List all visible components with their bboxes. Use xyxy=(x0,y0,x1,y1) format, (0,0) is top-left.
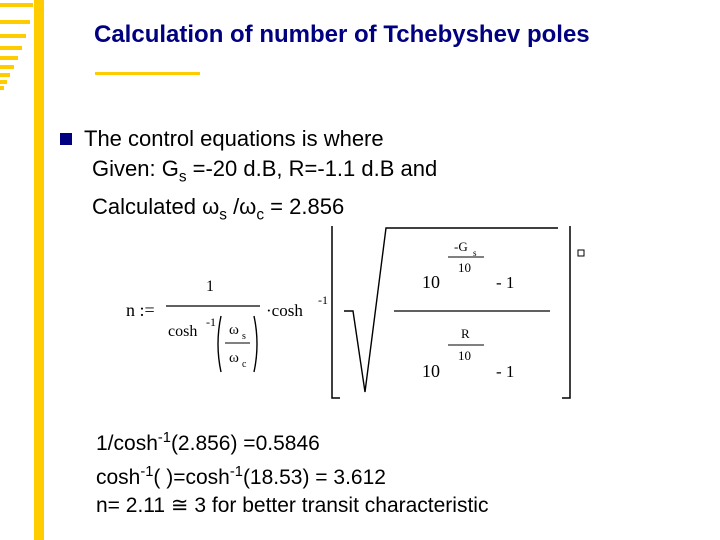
slide-root: Calculation of number of Tchebyshev pole… xyxy=(0,0,720,540)
formula-block: n := 1 cosh -1 ω s ω c ·cosh -1 xyxy=(126,226,596,400)
waterfall-step xyxy=(0,34,26,38)
f-minus1b: - 1 xyxy=(496,362,514,381)
text-fragment: Given: G xyxy=(92,156,179,181)
text-fragment: cosh xyxy=(96,466,140,489)
f-n: n := xyxy=(126,300,155,320)
slide-title: Calculation of number of Tchebyshev pole… xyxy=(94,20,674,50)
f-negG: -G xyxy=(454,239,468,254)
text-fragment: (2.856) =0.5846 xyxy=(171,432,320,455)
text-fragment: (18.53) = 3.612 xyxy=(243,466,386,489)
results-line-3: n= 2.11 ≅ 3 for better transit character… xyxy=(96,492,696,520)
f-wc: ω xyxy=(229,350,239,366)
waterfall-step xyxy=(0,65,14,69)
f-R: R xyxy=(461,326,470,341)
text-fragment: Calculated ω xyxy=(92,194,219,219)
waterfall-step xyxy=(0,86,4,90)
text-fragment: =-20 d.B, R=-1.1 d.B and xyxy=(187,156,438,181)
results-line-1: 1/cosh-1(2.856) =0.5846 xyxy=(96,424,696,458)
f-ten-a: 10 xyxy=(422,272,440,292)
f-dot-cosh-exp: -1 xyxy=(318,293,328,307)
text-sup: -1 xyxy=(140,464,153,480)
waterfall-step xyxy=(0,20,30,24)
results-block: 1/cosh-1(2.856) =0.5846 cosh-1( )=cosh-1… xyxy=(96,424,696,520)
waterfall-step xyxy=(0,80,7,84)
f-cosh-exp: -1 xyxy=(206,315,216,329)
f-dot-cosh: ·cosh xyxy=(266,301,303,320)
text-fragment: /ω xyxy=(227,194,256,219)
body-text: The control equations is where Given: Gs… xyxy=(84,124,684,231)
body-line-2: Given: Gs =-20 d.B, R=-1.1 d.B and xyxy=(84,154,684,192)
text-fragment: 1/cosh xyxy=(96,432,158,455)
accent-bar-inner xyxy=(40,0,44,540)
f-exp1-ten: 10 xyxy=(458,260,471,275)
waterfall-step xyxy=(0,46,22,50)
f-ws: ω xyxy=(229,322,239,338)
body-line-1: The control equations is where xyxy=(84,124,684,154)
text-sub: c xyxy=(256,207,264,224)
waterfall-step xyxy=(0,73,10,77)
waterfall-step xyxy=(0,56,18,60)
f-ten-c: 10 xyxy=(422,361,440,381)
f-exp2-ten: 10 xyxy=(458,348,471,363)
f-cosh: cosh xyxy=(168,323,197,340)
title-underline xyxy=(95,72,200,75)
text-sub: s xyxy=(179,168,187,185)
text-sup: -1 xyxy=(230,464,243,480)
text-fragment: ( )=cosh xyxy=(153,466,229,489)
bullet-icon xyxy=(60,133,72,145)
text-sub: s xyxy=(219,207,227,224)
f-ws-sub: s xyxy=(242,331,246,342)
formula-svg: n := 1 cosh -1 ω s ω c ·cosh -1 xyxy=(126,226,596,400)
text-fragment: = 2.856 xyxy=(264,194,344,219)
f-one: 1 xyxy=(206,278,214,295)
f-minus1a: - 1 xyxy=(496,273,514,292)
f-wc-sub: c xyxy=(242,359,247,370)
waterfall-step xyxy=(0,3,33,7)
text-sup: -1 xyxy=(158,430,171,446)
formula-mask xyxy=(126,226,596,400)
results-line-2: cosh-1( )=cosh-1(18.53) = 3.612 xyxy=(96,458,696,492)
